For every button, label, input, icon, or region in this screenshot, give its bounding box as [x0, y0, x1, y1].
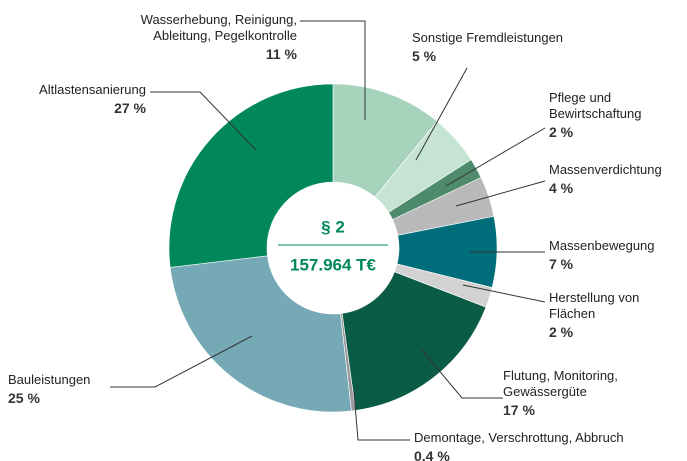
segment-label: Massenverdichtung 4 %: [549, 162, 662, 196]
category-label: Bauleistungen: [8, 372, 91, 387]
segment-label: Demontage, Verschrottung, Abbruch 0,4 %: [414, 430, 624, 461]
center-title: § 2: [321, 217, 345, 236]
segment-label: Massenbewegung 7 %: [549, 238, 655, 272]
leader-line: [421, 349, 503, 399]
value-label: 25 %: [8, 390, 40, 406]
category-label: Herstellung von Flächen: [549, 290, 640, 321]
value-label: 7 %: [549, 256, 574, 272]
leader-line: [353, 391, 410, 441]
value-label: 27 %: [114, 100, 146, 116]
category-label: Pflege und Bewirtschaftung: [549, 90, 642, 121]
leader-line: [445, 127, 546, 187]
leader-line: [110, 335, 253, 388]
category-label: Altlastensanierung: [39, 82, 146, 97]
segment-label: Flutung, Monitoring, Gewässergüte 17 %: [503, 368, 618, 418]
category-label: Massenbewegung: [549, 238, 655, 253]
value-label: 5 %: [412, 48, 437, 64]
leader-line: [415, 67, 468, 161]
value-label: 2 %: [549, 124, 574, 140]
donut-segment: [341, 271, 487, 411]
category-label: Flutung, Monitoring, Gewässergüte: [503, 368, 618, 399]
donut-segment: [168, 83, 334, 268]
leader-line: [462, 284, 546, 303]
category-label: Massenverdichtung: [549, 162, 662, 177]
segment-label: Herstellung von Flächen 2 %: [549, 290, 639, 340]
category-label: Sonstige Fremdleistungen: [412, 30, 564, 45]
value-label: 2 %: [549, 324, 574, 340]
value-label: 4 %: [549, 180, 574, 196]
donut-segment: [169, 255, 352, 413]
segment-label: Bauleistungen 25 %: [8, 372, 90, 406]
value-label: 11 %: [265, 46, 297, 62]
value-label: 17 %: [503, 402, 535, 418]
leader-line: [300, 20, 366, 120]
center-value: 157.964 T€: [290, 255, 377, 274]
segment-label: Altlastensanierung 27 %: [39, 82, 146, 116]
segment-label: Wasserhebung, Reinigung, Ableitung, Pege…: [141, 12, 297, 62]
segment-label: Pflege und Bewirtschaftung 2 %: [549, 90, 642, 140]
category-label: Wasserhebung, Reinigung, Ableitung, Pege…: [140, 12, 297, 43]
value-label: 0,4 %: [414, 448, 450, 461]
leader-line: [455, 180, 546, 207]
segment-label: Sonstige Fremdleistungen 5 %: [412, 30, 563, 64]
category-label: Demontage, Verschrottung, Abbruch: [414, 430, 624, 445]
leader-line: [150, 91, 257, 151]
